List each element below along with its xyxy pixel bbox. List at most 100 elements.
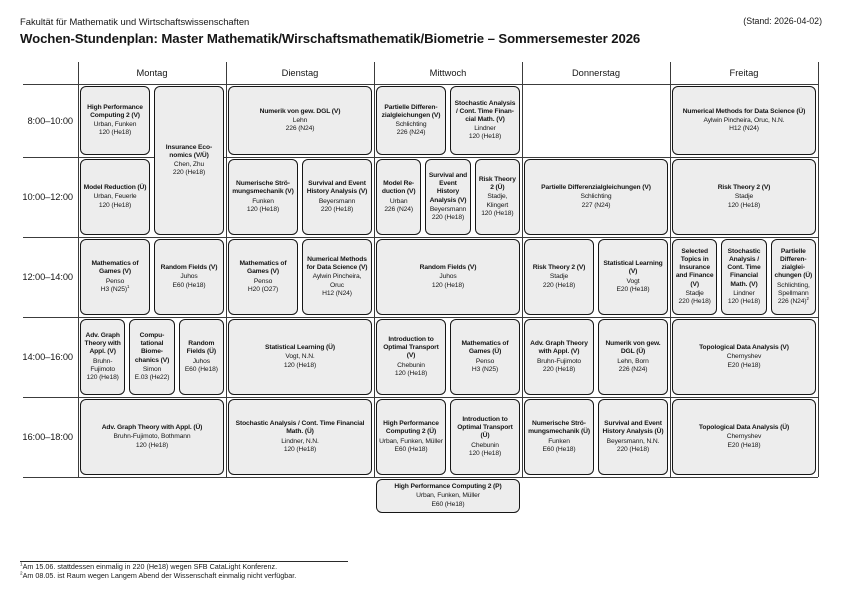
course-room: H3 (N25) xyxy=(471,365,499,373)
course-title: Selected Topics in Insurance and Finance… xyxy=(675,247,714,288)
course-lecturers: Chen, Zhu xyxy=(173,161,205,168)
grid-line-vertical xyxy=(374,62,375,477)
course-room: 220 (He18) xyxy=(542,281,576,289)
course-room: 120 (He18) xyxy=(468,449,502,457)
course-cell: Partielle Differen­zialglei­chungen (Ü) S… xyxy=(770,239,816,315)
course-lecturers: Simon xyxy=(142,365,162,373)
course-title: Risk Theory 2 (V) xyxy=(717,184,771,192)
course-lecturers: Stadje xyxy=(549,273,569,281)
course-room: 226 (N24) xyxy=(285,125,315,133)
time-label: 14:00–16:00 xyxy=(22,352,73,362)
course-lecturers: Urban xyxy=(389,197,408,205)
course-title: Adv. Graph Theory with Appl. (Ü) xyxy=(101,424,203,432)
course-room: 120 (He18) xyxy=(481,209,514,217)
footnote-marker: 2 xyxy=(20,570,23,576)
course-lecturers: Stadje xyxy=(685,289,704,297)
course-lecturers: Schlichting, Spellmann xyxy=(776,281,810,297)
course-lecturers: Stadje xyxy=(734,193,754,201)
footnote-text: Am 15.06. stattdessen einmalig in 220 (H… xyxy=(22,562,278,571)
course-title: Statistical Learning (Ü) xyxy=(265,344,335,352)
course-room: 227 (N24) xyxy=(581,201,611,209)
course-lecturers: Urban, Feuerle xyxy=(93,193,137,201)
course-cell: Numerical Methods for Data Science (Ü) Ay… xyxy=(672,86,816,155)
course-title: Survival and Event History Analysis (V) xyxy=(306,180,368,196)
course-lecturers: Lindner xyxy=(474,125,496,133)
course-lecturers: Lindner xyxy=(733,289,755,297)
course-cell: Topological Data Analysis (Ü) Chernyshev E… xyxy=(672,399,816,475)
course-cell: Mathematics of Games (V) Penso H3 (N25)1 xyxy=(80,239,150,315)
course-room: E60 (He18) xyxy=(542,445,576,453)
grid-line-horizontal xyxy=(23,157,818,158)
course-lecturers: Bruhn-Fujimoto xyxy=(536,357,582,365)
grid-line-vertical xyxy=(818,62,819,477)
course-lecturers: Urban, Funken xyxy=(93,121,137,128)
course-cell: Numerical Meth­ods for Data Science (V) A… xyxy=(302,239,372,315)
course-lecturers: Beyersmann xyxy=(429,205,467,213)
course-cell: Statistical Learning (Ü) Vogt, N.N. 120 (H… xyxy=(228,319,372,395)
course-lecturers: Stadje, Klingert xyxy=(486,193,509,209)
course-room: H12 (N24) xyxy=(729,125,759,133)
course-title: Mathematics of Games (Ü) xyxy=(461,340,509,356)
course-cell: Stochastic Analysis / Cont. Time Financi… xyxy=(228,399,372,475)
course-room: 226 (N24) xyxy=(384,205,413,213)
course-room: H20 (O27) xyxy=(247,285,279,293)
course-title: Introduction to Optimal Transport (Ü) xyxy=(457,416,513,440)
course-lecturers: Aylwin Pincheira, Oruc, N.N. xyxy=(703,116,785,124)
course-lecturers: Lehn xyxy=(292,116,308,124)
course-cell: Mathematics of Games (V) Penso H20 (O27) xyxy=(228,239,298,315)
course-cell: High Performance Computing 2 (V) Urban, F… xyxy=(80,86,150,155)
course-cell: Adv. Graph Theory with Appl. (Ü) Bruhn-Fu… xyxy=(80,399,224,475)
course-cell: Numerik von gew. DGL (V) Lehn 226 (N24) xyxy=(228,86,372,155)
course-title: Numerik von gew. DGL (V) xyxy=(259,107,341,115)
course-cell: Introduction to Optimal Transport (Ü) Che… xyxy=(450,399,520,475)
course-room: E.03 (He22) xyxy=(134,373,170,381)
course-room: E60 (He18) xyxy=(172,281,206,289)
course-cell: Survival and Event History Analysis (V) B… xyxy=(302,159,372,235)
time-label: 10:00–12:00 xyxy=(22,192,73,202)
course-title: Partielle Differen­zialglei­chungen (Ü) xyxy=(774,247,813,280)
day-header-donnerstag: Donnerstag xyxy=(571,68,621,78)
time-label: 8:00–10:00 xyxy=(27,115,73,126)
course-lecturers: Schlichting xyxy=(580,193,612,201)
course-cell: Random Fields (Ü) Juhos E60 (He18) xyxy=(178,319,224,395)
day-header-freitag: Freitag xyxy=(729,68,759,78)
course-room: 220 (He18) xyxy=(542,365,576,373)
course-room: 120 (He18) xyxy=(246,205,280,213)
course-lecturers: Bruhn-Fujimoto xyxy=(90,357,115,373)
course-title: Mathematics of Games (V) xyxy=(91,260,139,276)
course-title: Risk Theory 2 (Ü) xyxy=(478,176,516,192)
grid-line-horizontal xyxy=(23,237,818,238)
course-cell: Stochastic Analysis / Cont. Time Finan­c… xyxy=(450,86,520,155)
course-title: Adv. Graph Theory with Appl. (V) xyxy=(530,340,588,356)
course-room: 120 (He18) xyxy=(86,373,119,381)
course-lecturers: Juhos xyxy=(439,273,457,281)
course-room: 120 (He18) xyxy=(98,201,132,209)
course-cell: Risk Theory 2 (Ü) Stadje, Klingert 120 (He… xyxy=(474,159,520,235)
course-lecturers: Chebunin xyxy=(471,441,499,449)
course-lecturers: Penso xyxy=(105,277,125,285)
course-cell: Survival and Event History Analysis (Ü) B… xyxy=(598,399,668,475)
course-title: Stochastic Analysis / Cont. Time Financi… xyxy=(235,420,365,436)
course-lecturers: Penso xyxy=(253,277,273,285)
course-cell: Partielle Differen­zialgleichungen (V) Sc… xyxy=(376,86,446,155)
course-room: 120 (He18) xyxy=(135,441,169,449)
grid-line-vertical xyxy=(522,62,523,477)
course-title: Adv. Graph Theory with Appl. (V) xyxy=(84,331,121,356)
course-cell: Survival and Event History Analysis (V) B… xyxy=(425,159,471,235)
course-room: 220 (He18) xyxy=(616,445,650,453)
course-cell: Risk Theory 2 (V) Stadje 120 (He18) xyxy=(672,159,816,235)
course-room: 226 (N24) xyxy=(618,365,648,373)
course-room: 220 (He18) xyxy=(678,297,711,305)
footnote-text: Am 08.05. ist Raum wegen Langem Abend de… xyxy=(22,571,297,580)
course-room: 120 (He18) xyxy=(727,201,761,209)
course-room: 220 (He18) xyxy=(172,169,206,177)
course-cell: High Performance Computing 2 (Ü) Urban, F… xyxy=(376,399,446,475)
course-cell: Stochastic Analysis / Cont. Time Financi… xyxy=(721,239,767,315)
course-cell: Numerische Strö­mungsmechanik (Ü) Funken E… xyxy=(524,399,594,475)
course-title: Partielle Differen­zialgleichungen (V) xyxy=(381,103,441,119)
stand-label: (Stand: 2026-04-02) xyxy=(743,16,822,26)
grid-line-horizontal xyxy=(23,397,818,398)
course-room: 220 (He18) xyxy=(431,213,465,221)
